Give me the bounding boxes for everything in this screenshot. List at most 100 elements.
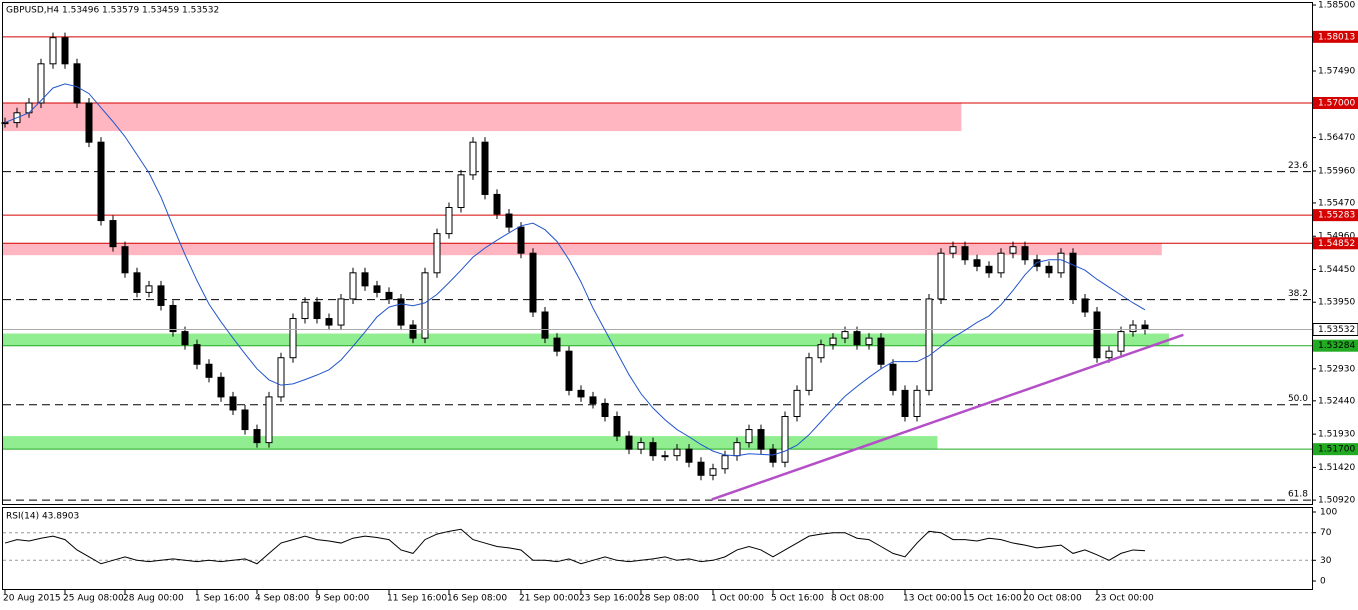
candle [625,435,633,450]
x-tick-label: 8 Oct 08:00 [831,594,884,604]
x-tick-label: 23 Oct 00:00 [1095,594,1154,604]
candle [565,350,573,391]
x-tick-label: 20 Aug 2015 [3,594,61,604]
candle [217,376,225,398]
candle [445,206,453,235]
candle [589,396,597,404]
level-tag [1313,30,1358,43]
y-tick-label: 1.52440 [1318,396,1355,406]
candle [1069,252,1077,300]
fib-label: 50.0 [1288,394,1308,404]
level-tag [1313,237,1358,250]
x-tick-label: 13 Oct 00:00 [903,594,962,604]
candle [133,272,141,293]
y-tick-label: 1.53950 [1318,298,1355,308]
candle [337,298,345,326]
candle [877,337,885,365]
candle [553,337,561,352]
level-label: 1.58013 [1318,32,1355,42]
y-tick-label: 1.55960 [1318,166,1355,176]
x-tick-label: 28 Aug 00:00 [123,594,184,604]
candle [913,389,921,418]
candle [505,213,513,228]
candle [481,141,489,195]
candle [973,259,981,267]
candle [1081,298,1089,313]
candle [757,429,765,450]
candle [145,285,153,293]
candle [1,122,9,125]
level-label: 1.54852 [1318,239,1355,249]
x-tick-label: 1 Sep 16:00 [195,594,250,604]
candle [1129,324,1137,333]
candle [1021,246,1029,261]
candle [601,402,609,418]
candle [637,442,645,450]
fib-label: 61.8 [1288,490,1308,500]
level-label: 1.51700 [1318,445,1355,455]
level-tag [1313,339,1358,352]
y-tick-label: 1.56470 [1318,133,1355,143]
candle [325,318,333,326]
candle [421,272,429,339]
y-tick-label: 1.54960 [1318,232,1355,242]
candle [673,448,681,457]
rsi-tick-label: 0 [1320,577,1326,587]
candle [1009,246,1017,254]
candle [1141,324,1149,331]
candle [685,448,693,463]
fib-label: 23.6 [1288,161,1308,171]
candle [985,265,993,274]
candle [361,272,369,287]
candle [277,357,285,398]
rsi-tick-label: 100 [1320,508,1337,518]
candle [805,357,813,391]
price-frame [2,2,1313,505]
x-tick-label: 1 Oct 00:00 [711,594,764,604]
current-price-label: 1.53532 [1318,325,1355,335]
candle [649,442,657,457]
candle [109,220,117,248]
zone [3,102,962,132]
y-tick-label: 1.52930 [1318,364,1355,374]
x-tick-label: 16 Sep 08:00 [447,594,507,604]
candle [493,193,501,215]
header-ohlc: 1.53579 [102,6,139,16]
candle [205,363,213,378]
candle [841,331,849,339]
candle [793,389,801,418]
candle [253,429,261,444]
candle [529,252,537,313]
y-tick-label: 1.50920 [1318,496,1355,506]
y-tick-label: 1.57490 [1318,66,1355,76]
x-tick-label: 28 Sep 08:00 [639,594,699,604]
candle [889,363,897,391]
candle [97,141,105,222]
candle [853,331,861,346]
candle [925,298,933,391]
candle [517,226,525,254]
candle [85,102,93,143]
header-ohlc: 1.53459 [142,6,179,16]
candle [733,442,741,457]
header-ohlc: 1.53496 [62,6,99,16]
candle [49,37,57,65]
level-label: 1.55283 [1318,211,1355,221]
rsi-frame [2,507,1313,590]
candle [385,291,393,300]
moving-average [4,83,1146,457]
candle [73,63,81,104]
zone [3,436,938,450]
trendline [711,333,1184,501]
candle [457,174,465,208]
candle [1057,252,1065,274]
rsi-tick-label: 70 [1320,528,1332,538]
candle [61,37,69,65]
candle [469,141,477,176]
candle [409,324,417,339]
candle [613,416,621,437]
zone [3,243,1162,256]
x-tick-label: 9 Sep 00:00 [315,594,370,604]
candle [373,285,381,293]
current-price-tag [1312,323,1358,337]
